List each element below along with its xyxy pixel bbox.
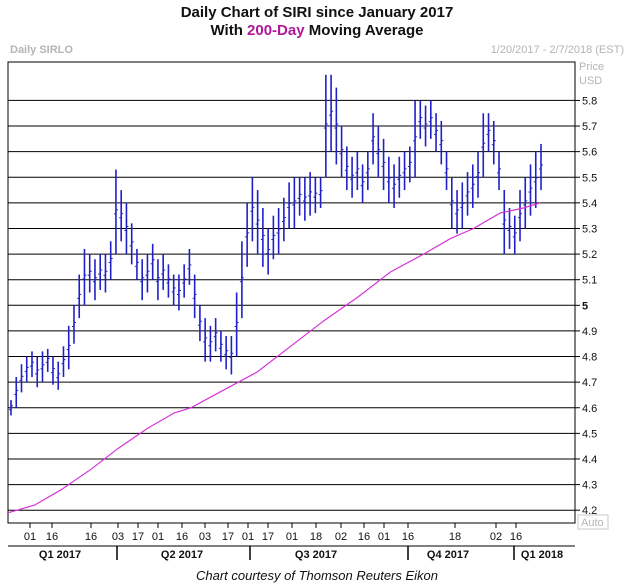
x-tick-label: 17 xyxy=(132,531,144,543)
y-tick-label: 4.3 xyxy=(582,480,597,492)
y-tick-label: 5.4 xyxy=(582,198,597,210)
chart-subtitle: With 200-Day Moving Average xyxy=(0,22,634,39)
y-tick-label: 4.5 xyxy=(582,428,597,440)
x-tick-label: 18 xyxy=(449,531,461,543)
subtitle-highlight: 200-Day xyxy=(247,22,305,39)
y-tick-label: 5.7 xyxy=(582,121,597,133)
x-tick-label: 16 xyxy=(46,531,58,543)
y-tick-label: 5.8 xyxy=(582,95,597,107)
chart-title: Daily Chart of SIRI since January 2017 xyxy=(180,4,454,21)
y-tick-label: 4.4 xyxy=(582,454,597,466)
x-tick-label: 16 xyxy=(176,531,188,543)
y-tick-label: 4.8 xyxy=(582,352,597,364)
y-tick-label: 5.3 xyxy=(582,223,597,235)
x-tick-label: 16 xyxy=(402,531,414,543)
chart-credit: Chart courtesy of Thomson Reuters Eikon xyxy=(195,568,439,583)
x-tick-label: 03 xyxy=(112,531,124,543)
subtitle-prefix: With xyxy=(210,22,248,39)
auto-scale-label: Auto xyxy=(581,517,604,529)
plot-area xyxy=(7,61,576,524)
y-tick-label: 5.5 xyxy=(582,172,597,184)
y-axis-unit: USD xyxy=(579,75,602,87)
moving-average-line xyxy=(7,202,541,514)
quarter-label: Q1 2018 xyxy=(521,549,563,561)
quarter-label: Q1 2017 xyxy=(39,549,81,561)
x-tick-label: 02 xyxy=(335,531,347,543)
auto-scale-box xyxy=(577,514,609,530)
y-tick-label: 4.9 xyxy=(582,326,597,338)
y-axis-label: Price xyxy=(579,61,604,73)
x-tick-label: 01 xyxy=(286,531,298,543)
x-tick-label: 18 xyxy=(310,531,322,543)
quarter-label: Q3 2017 xyxy=(295,549,337,561)
y-tick-label: 4.2 xyxy=(582,505,597,517)
x-tick-label: 02 xyxy=(490,531,502,543)
x-tick-label: 01 xyxy=(378,531,390,543)
subtitle-suffix: Moving Average xyxy=(304,22,424,39)
y-tick-label: 5.6 xyxy=(582,147,597,159)
quarter-label: Q2 2017 xyxy=(161,549,203,561)
y-tick-label: 4.7 xyxy=(582,377,597,389)
y-tick-label: 5.1 xyxy=(582,275,597,287)
x-tick-label: 01 xyxy=(242,531,254,543)
x-tick-label: 16 xyxy=(510,531,522,543)
y-tick-label: 5 xyxy=(582,300,588,312)
x-tick-label: 16 xyxy=(358,531,370,543)
symbol-label: Daily SIRLO xyxy=(10,44,73,56)
x-tick-label: 01 xyxy=(24,531,36,543)
x-tick-label: 03 xyxy=(199,531,211,543)
y-tick-label: 5.2 xyxy=(582,249,597,261)
x-tick-label: 17 xyxy=(262,531,274,543)
x-tick-label: 16 xyxy=(85,531,97,543)
x-tick-label: 17 xyxy=(222,531,234,543)
y-tick-label: 4.6 xyxy=(582,403,597,415)
date-range-label: 1/20/2017 - 2/7/2018 (EST) xyxy=(490,44,624,56)
quarter-label: Q4 2017 xyxy=(427,549,469,561)
x-tick-label: 01 xyxy=(152,531,164,543)
